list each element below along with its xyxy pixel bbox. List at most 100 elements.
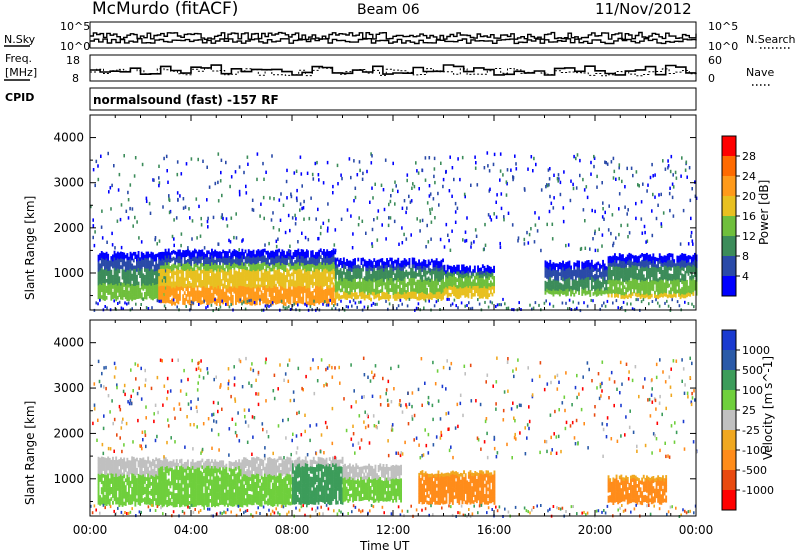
echo-cell-band-5 — [668, 273, 671, 278]
echo-cell-band-2 — [350, 275, 353, 279]
echo-cell-band-1 — [203, 265, 205, 270]
y-tick-label: 4000 — [53, 131, 84, 145]
scatter-echo-cell — [100, 154, 102, 158]
echo-cell-band-1 — [311, 294, 314, 299]
echo-cell-band-1 — [222, 263, 225, 267]
echo-cell-band-1 — [279, 258, 282, 263]
echo-cell-band-0 — [136, 278, 138, 282]
echo-cell-band-1 — [187, 279, 189, 284]
echo-cell-band-4 — [590, 273, 593, 278]
echo-cell-band-1 — [183, 264, 186, 268]
echo-cell-band-2 — [341, 278, 344, 282]
echo-cell-band-1 — [246, 287, 249, 291]
scatter-echo-cell — [376, 238, 379, 242]
echo-cell-band-5 — [657, 268, 660, 272]
echo-cell-band-4 — [552, 286, 555, 290]
echo-cell-band-5 — [690, 266, 693, 271]
echo-cell-band-1 — [195, 283, 197, 288]
echo-cell-band-3 — [475, 289, 478, 294]
echo-cell-band-3 — [451, 266, 454, 271]
echo-cell-band-1 — [169, 279, 172, 284]
echo-cell-band-1 — [166, 278, 169, 283]
echo-cell-band-2 — [350, 288, 353, 293]
echo-cell-band-1 — [158, 269, 161, 274]
echo-cell-band-4 — [602, 273, 604, 278]
echo-cell-band-5 — [671, 263, 674, 268]
echo-cell-band-1 — [257, 296, 260, 301]
echo-cell-band-4 — [565, 289, 568, 293]
echo-cell-band-0 — [152, 276, 154, 280]
echo-cell-band-1 — [260, 263, 263, 267]
echo-cell-band-2 — [435, 275, 438, 279]
freq-tick-top: 18 — [66, 54, 80, 67]
echo-cell-band-0 — [132, 292, 135, 297]
echo-cell-band-2 — [414, 285, 417, 289]
echo-cell-band-1 — [299, 279, 301, 283]
echo-cell-band-1 — [199, 290, 202, 295]
near-range-cell — [118, 300, 121, 304]
echo-cell-band-5 — [678, 266, 680, 270]
echo-cell-band-1 — [329, 288, 332, 293]
echo-cell-band-1 — [326, 266, 329, 270]
echo-cell-band-3 — [491, 285, 494, 290]
echo-cell-band-2 — [379, 279, 382, 283]
echo-cell-band-1 — [297, 248, 300, 253]
near-range-cell — [230, 303, 232, 307]
echo-cell-band-1 — [302, 249, 305, 254]
echo-cell-band-2 — [355, 282, 358, 286]
echo-cell-band-1 — [188, 291, 191, 295]
echo-cell-band-2 — [397, 285, 400, 289]
echo-cell-band-4 — [563, 273, 566, 278]
scatter-echo-cell — [556, 177, 559, 181]
echo-cell-band-2 — [413, 281, 416, 286]
echo-cell-band-1 — [217, 251, 220, 256]
echo-cell-band-2 — [411, 257, 414, 262]
echo-cell-band-1 — [231, 257, 234, 262]
echo-cell-band-3 — [485, 278, 487, 282]
echo-cell-band-2 — [350, 281, 353, 286]
scatter-echo-cell — [572, 186, 575, 191]
echo-cell-band-2 — [374, 271, 377, 275]
echo-cell-band-3 — [480, 287, 483, 292]
echo-cell-band-4 — [557, 280, 560, 285]
scatter-echo-cell — [357, 223, 360, 227]
echo-cell-band-1 — [220, 282, 223, 287]
echo-cell-band-2 — [442, 268, 444, 273]
echo-cell-band-0 — [112, 278, 114, 282]
echo-cell-band-5 — [612, 265, 615, 270]
echo-cell-band-1 — [214, 266, 217, 271]
echo-cell-band-4 — [597, 285, 600, 289]
scatter-echo-cell — [669, 208, 671, 213]
echo-cell-band-2 — [352, 282, 355, 287]
echo-cell-band-1 — [316, 251, 319, 256]
echo-cell-band-0 — [102, 460, 105, 465]
echo-cell-band-1 — [211, 252, 213, 256]
echo-cell-band-2 — [334, 261, 337, 266]
echo-cell-band-0 — [136, 288, 138, 293]
echo-cell-band-1 — [199, 273, 202, 278]
echo-cell-band-2 — [366, 281, 369, 286]
echo-cell-band-5 — [618, 287, 621, 291]
echo-cell-band-2 — [384, 265, 387, 269]
echo-cell-band-1 — [302, 297, 305, 301]
scatter-echo-cell — [310, 196, 312, 200]
echo-cell-band-4 — [549, 273, 552, 278]
echo-cell-band-5 — [668, 290, 671, 295]
echo-cell-band-5 — [671, 277, 674, 282]
echo-cell-band-5 — [644, 257, 647, 261]
echo-cell-band-4 — [605, 266, 608, 270]
echo-cell-band-1 — [283, 291, 285, 296]
echo-cell-band-3 — [445, 283, 447, 288]
echo-cell-band-1 — [291, 289, 293, 294]
echo-cell-band-2 — [414, 281, 417, 286]
echo-cell-band-0 — [153, 254, 156, 259]
echo-cell-band-1 — [233, 259, 236, 263]
echo-cell-band-5 — [636, 276, 639, 281]
echo-cell-band-2 — [402, 287, 404, 292]
scatter-echo-cell — [664, 167, 667, 171]
scatter-echo-cell — [493, 212, 495, 216]
echo-cell-band-1 — [158, 293, 161, 297]
echo-cell-band-0 — [140, 268, 143, 273]
echo-cell-band-3 — [469, 289, 471, 293]
echo-cell-band-2 — [334, 278, 337, 283]
